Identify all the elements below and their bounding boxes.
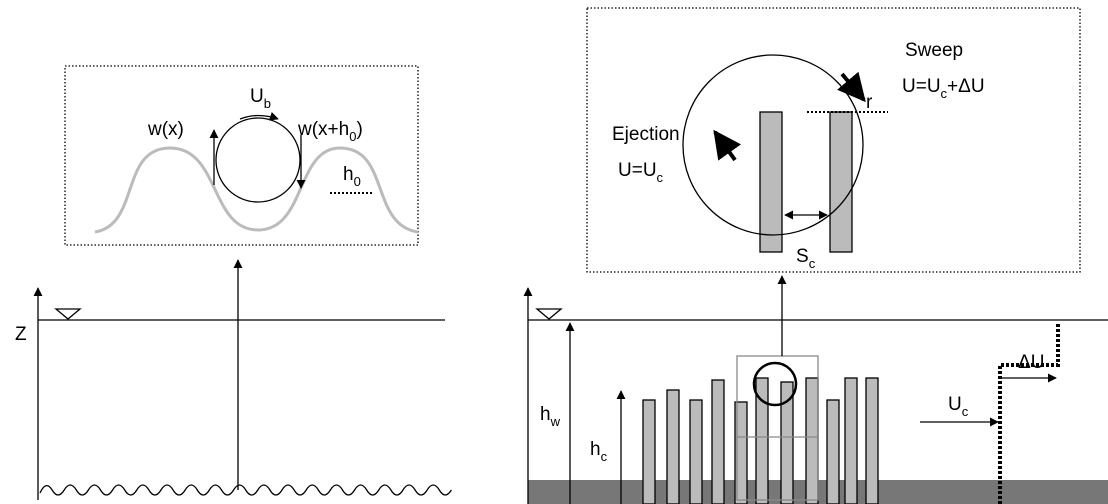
diagram: w(x) Ub w(x+h0) h0 Z Sweep U=Uc+ΔU Eject… [0, 0, 1108, 504]
vortex [216, 118, 300, 202]
label: U=Uc [618, 160, 664, 185]
ejection-arrow [715, 132, 735, 160]
label-sub: b [264, 96, 271, 111]
sweep-arrow [842, 74, 864, 100]
label: Ejection [612, 124, 680, 145]
label-sub: 0 [354, 174, 361, 189]
label-tail: +ΔU [947, 76, 985, 97]
label: Sc [796, 246, 816, 271]
label: w(x) [147, 119, 184, 140]
label-sub: c [962, 404, 969, 419]
bed-profile [95, 148, 418, 232]
label: U=Uc+ΔU [902, 76, 985, 101]
label-main: S [796, 246, 809, 267]
label-main: U [250, 86, 264, 107]
label: Z [15, 324, 27, 345]
label: ΔU [1018, 352, 1044, 373]
velocity-profile [1000, 322, 1058, 504]
stem [760, 112, 782, 252]
label-main: U=U [618, 160, 657, 181]
label-main: h [590, 439, 601, 460]
label-main: U=U [902, 76, 941, 97]
label: r [866, 92, 873, 113]
label: Ub [250, 86, 271, 111]
stem [830, 112, 852, 252]
ripple-bed [40, 485, 451, 495]
label-main: h [540, 404, 551, 425]
label-sub: c [601, 449, 608, 464]
water-symbol [537, 309, 561, 319]
label-sub: c [809, 256, 816, 271]
label-main: h [343, 164, 354, 185]
label: w(x+h0) [297, 119, 363, 144]
label-sub: w [550, 414, 561, 429]
label-sub: 0 [349, 129, 356, 144]
label: hc [590, 439, 608, 464]
water-symbol [56, 309, 80, 319]
label-sub: c [657, 170, 664, 185]
label-main: w(x+h [297, 119, 349, 140]
label: hw [540, 404, 561, 429]
label: Sweep [905, 40, 963, 61]
label: h0 [343, 164, 361, 189]
label-main: U [948, 394, 962, 415]
label-tail: ) [356, 119, 362, 140]
label: Uc [948, 394, 969, 419]
